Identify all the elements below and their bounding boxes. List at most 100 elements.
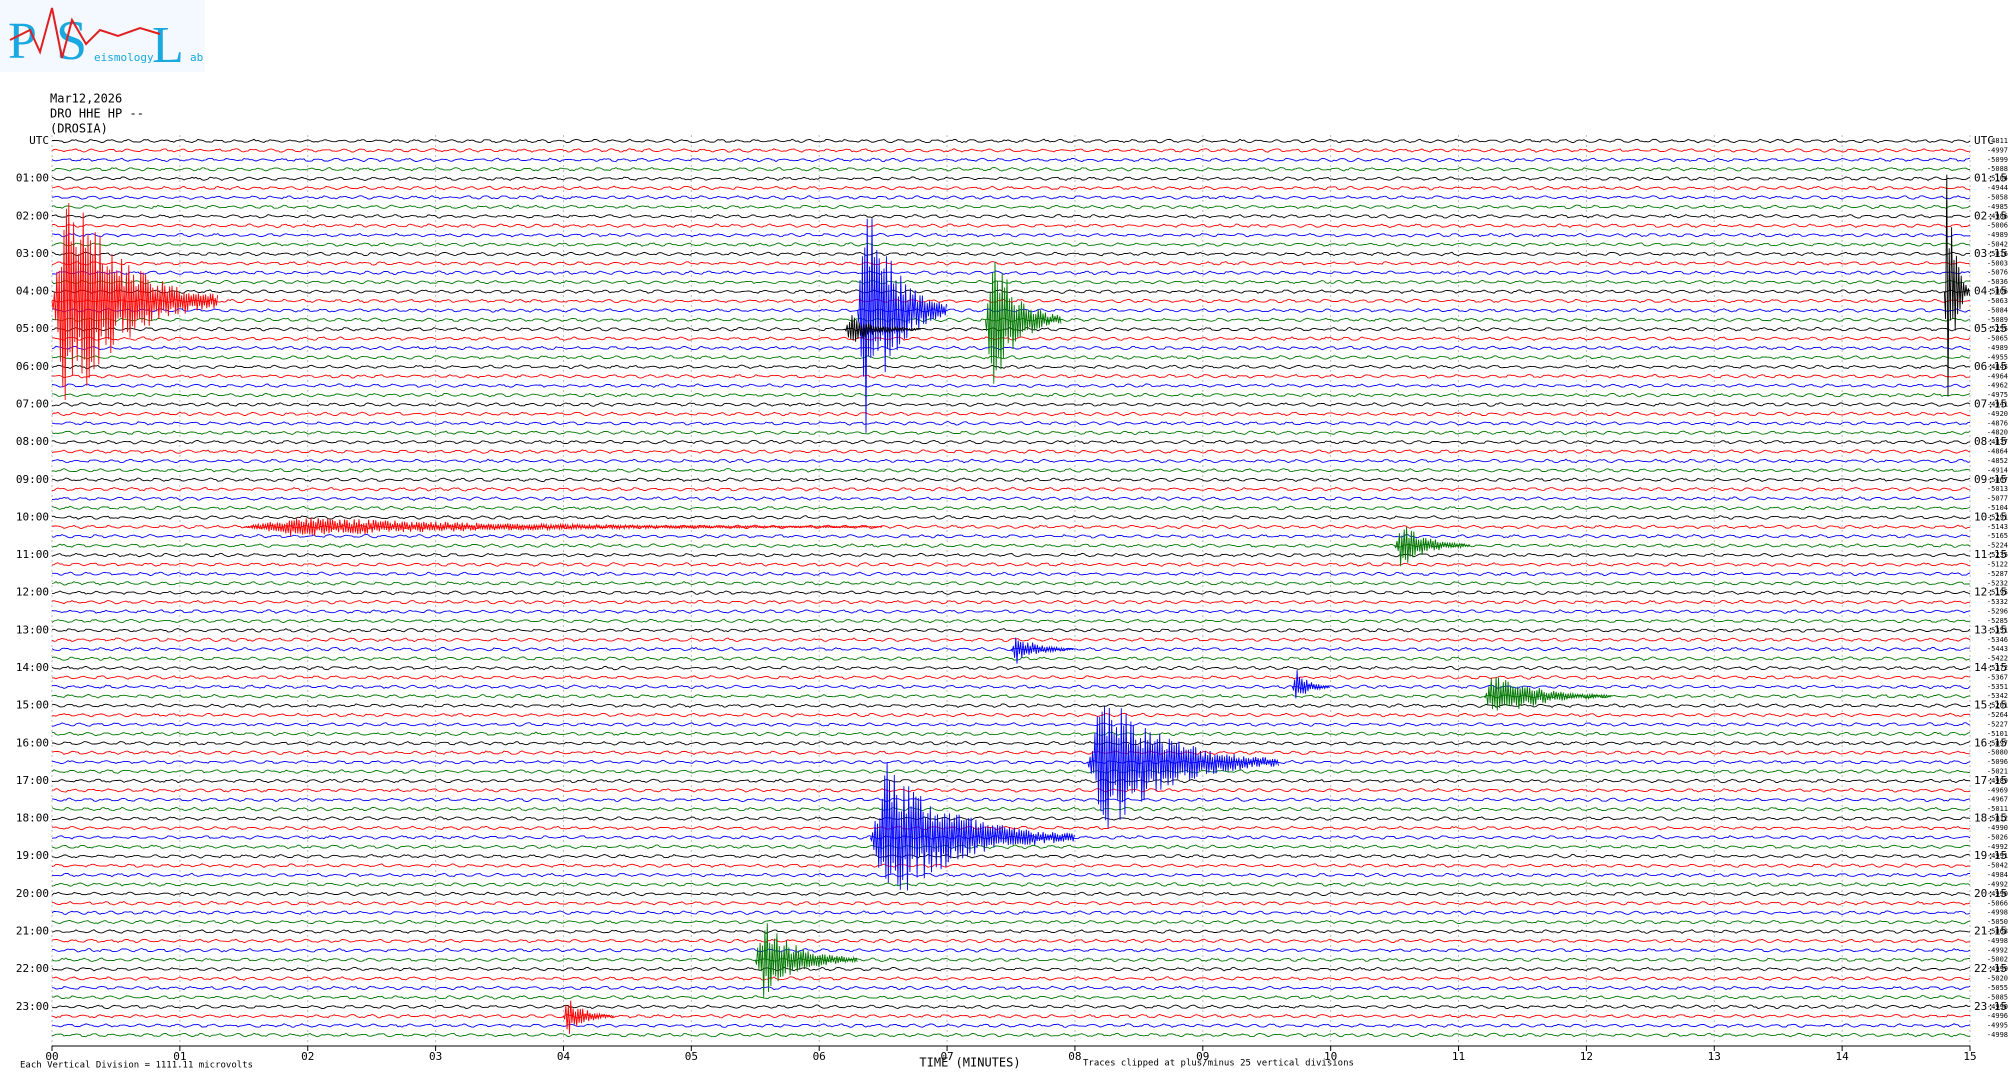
trace-offset: -5346 xyxy=(1987,636,2008,644)
trace xyxy=(51,750,1971,755)
hour-label: UTC xyxy=(29,134,49,147)
trace xyxy=(51,195,1971,200)
trace xyxy=(51,938,1971,944)
trace xyxy=(51,458,1971,464)
trace-offset: -4992 xyxy=(1987,843,2008,851)
trace-offset: -5021 xyxy=(1987,768,2008,776)
trace-offset: -5101 xyxy=(1987,730,2008,738)
trace xyxy=(51,279,1971,285)
hour-label: 04:00 xyxy=(16,285,49,298)
trace xyxy=(51,251,1971,257)
trace-offset: -5088 xyxy=(1987,165,2008,173)
x-tick-label: 03 xyxy=(429,1050,442,1063)
trace-offset: -5011 xyxy=(1987,805,2008,813)
x-tick-label: 07 xyxy=(940,1050,953,1063)
trace xyxy=(51,336,1971,341)
trace-offset: -5422 xyxy=(1987,655,2008,663)
header-station: DRO HHE HP -- xyxy=(50,107,144,121)
seismic-event xyxy=(869,762,1075,891)
trace xyxy=(51,675,1971,680)
trace xyxy=(51,138,1971,144)
trace-offset: -4991 xyxy=(1987,852,2008,860)
trace-offset: -5063 xyxy=(1987,297,2008,305)
seismic-event xyxy=(1010,637,1075,664)
trace-offset: -5224 xyxy=(1987,542,2008,550)
x-tick-label: 14 xyxy=(1836,1050,1850,1063)
scale-note: Each Vertical Division = 1111.11 microvo… xyxy=(20,1061,253,1071)
trace-offset: -5287 xyxy=(1987,570,2008,578)
hour-label: 05:00 xyxy=(16,322,49,335)
logo-wave xyxy=(9,7,161,59)
hour-label: 14:00 xyxy=(16,661,49,674)
trace-offset: -5036 xyxy=(1987,278,2008,286)
trace-offset: -4990 xyxy=(1987,824,2008,832)
trace-offset: -4811 xyxy=(1987,137,2008,145)
hour-label: 17:00 xyxy=(16,774,49,787)
trace-offset: -5165 xyxy=(1987,532,2008,540)
trace xyxy=(51,693,1971,699)
trace xyxy=(52,976,1971,981)
seismic-event xyxy=(1483,676,1612,711)
trace-offset: -5227 xyxy=(1987,720,2008,728)
trace xyxy=(51,383,1971,388)
trace-offset: -4986 xyxy=(1987,212,2008,220)
hour-label: 08:00 xyxy=(16,435,49,448)
trace-offset: -4962 xyxy=(1987,382,2008,390)
hour-label: 15:00 xyxy=(16,699,49,712)
seismic-event xyxy=(51,202,219,401)
trace xyxy=(51,213,1971,219)
trace-offset: -4990 xyxy=(1987,890,2008,898)
trace xyxy=(51,411,1971,417)
seismic-event xyxy=(844,315,921,342)
trace-offset: -5003 xyxy=(1987,259,2008,267)
hour-label: 22:00 xyxy=(16,962,49,975)
x-tick-label: 08 xyxy=(1068,1050,1081,1063)
trace-offset: -5042 xyxy=(1987,241,2008,249)
hour-label: 07:15 xyxy=(1974,397,2007,410)
hour-label: 05:15 xyxy=(1974,322,2007,335)
trace-offset: -5096 xyxy=(1987,758,2008,766)
trace-offset: -5006 xyxy=(1987,222,2008,230)
trace xyxy=(51,929,1971,934)
trace-offset: -4998 xyxy=(1987,937,2008,945)
trace-offset: -5077 xyxy=(1987,495,2008,503)
trace xyxy=(51,872,1970,878)
trace-offset: -5042 xyxy=(1987,862,2008,870)
clip-note: Traces clipped at plus/minus 25 vertical… xyxy=(1083,1059,1354,1069)
hour-label: 20:15 xyxy=(1974,887,2007,900)
trace xyxy=(51,844,1971,850)
trace xyxy=(51,298,1971,304)
trace xyxy=(51,703,1971,708)
trace-offset: -5342 xyxy=(1987,692,2008,700)
trace xyxy=(51,392,1971,398)
trace-offset: -4845 xyxy=(1987,363,2008,371)
x-tick-label: 15 xyxy=(1963,1050,1976,1063)
trace-offset: -4985 xyxy=(1987,203,2008,211)
hour-label: 09:00 xyxy=(16,473,49,486)
hour-label: 04:15 xyxy=(1974,285,2007,298)
hour-label: 22:15 xyxy=(1974,962,2007,975)
x-tick-label: 01 xyxy=(173,1050,186,1063)
hour-label: 16:00 xyxy=(16,736,49,749)
trace-offset: -5076 xyxy=(1987,269,2008,277)
seismic-event xyxy=(857,218,947,433)
trace-offset: -5104 xyxy=(1987,504,2008,512)
trace xyxy=(51,628,1971,633)
trace xyxy=(51,581,1971,586)
trace xyxy=(51,468,1971,473)
hour-label: 13:15 xyxy=(1974,623,2007,636)
trace xyxy=(51,816,1971,821)
trace-offset: -5085 xyxy=(1987,993,2008,1001)
trace xyxy=(51,618,1971,624)
x-tick-label: 02 xyxy=(301,1050,314,1063)
trace xyxy=(52,590,1971,595)
hour-label: 06:15 xyxy=(1974,360,2007,373)
hour-label: 23:00 xyxy=(16,1000,49,1013)
trace-offset: -4914 xyxy=(1987,466,2008,474)
trace xyxy=(51,270,1971,276)
header-site: (DROSIA) xyxy=(50,122,108,136)
trace-offset: -4941 xyxy=(1987,400,2008,408)
trace-offset: -5089 xyxy=(1987,316,2008,324)
trace xyxy=(51,919,1971,925)
x-tick-label: 09 xyxy=(1196,1050,1209,1063)
